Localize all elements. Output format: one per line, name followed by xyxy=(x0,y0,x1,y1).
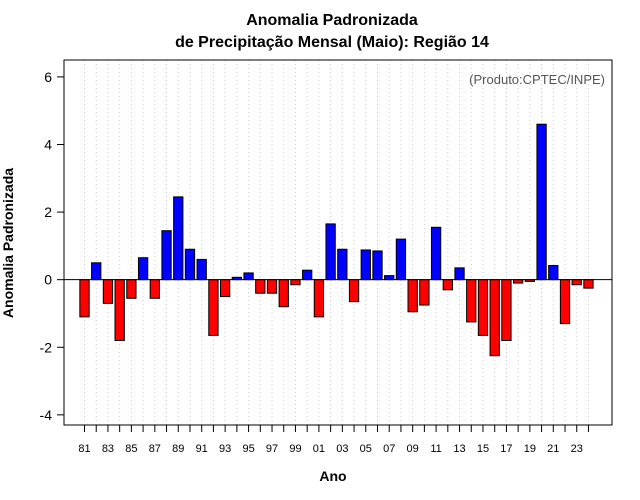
x-tick-label: 83 xyxy=(102,443,114,455)
bar-13 xyxy=(454,267,465,281)
x-axis: 81 83 85 87 89 91 93 95 97 99 01 03 05 07 09 11 13 15 17 19… xyxy=(78,425,589,455)
bar-24 xyxy=(583,279,594,289)
chart-title: Anomalia Padronizada xyxy=(246,12,418,29)
y-axis-label: Anomalia Padronizada xyxy=(0,168,16,318)
bar-00 xyxy=(302,269,313,281)
bar-90 xyxy=(184,248,196,281)
bar-04 xyxy=(348,279,360,303)
bar-98 xyxy=(278,279,289,308)
bar-03 xyxy=(337,248,348,281)
bar-05 xyxy=(360,249,371,281)
bar-84 xyxy=(114,279,125,342)
x-tick-label: 09 xyxy=(407,443,419,455)
bar-07 xyxy=(384,275,395,281)
x-tick-label: 13 xyxy=(453,443,465,455)
bar-91 xyxy=(196,258,207,281)
bar-12 xyxy=(442,279,453,291)
x-tick-label: 23 xyxy=(571,443,583,455)
bar-97 xyxy=(266,279,278,294)
bar-89 xyxy=(173,196,184,281)
y-tick-label: 4 xyxy=(44,136,52,152)
bar-83 xyxy=(102,279,114,304)
x-tick-label: 81 xyxy=(78,443,90,455)
bar-23 xyxy=(571,279,582,286)
bar-85 xyxy=(126,279,137,299)
grid-lines xyxy=(84,60,589,425)
bar-20 xyxy=(536,123,547,281)
x-tick-label: 15 xyxy=(477,443,489,455)
bar-93 xyxy=(219,279,231,298)
y-tick-label: 0 xyxy=(44,272,52,288)
x-tick-label: 85 xyxy=(125,443,137,455)
x-axis-label: Ano xyxy=(319,468,346,484)
bar-86 xyxy=(137,257,149,281)
bar-10 xyxy=(419,279,430,306)
x-tick-label: 01 xyxy=(313,443,325,455)
x-tick-label: 97 xyxy=(266,443,278,455)
x-tick-label: 87 xyxy=(149,443,161,455)
bars xyxy=(79,123,594,357)
bar-99 xyxy=(290,279,301,286)
x-tick-label: 93 xyxy=(219,443,231,455)
bar-88 xyxy=(161,230,172,281)
bar-17 xyxy=(501,279,512,342)
bar-16 xyxy=(489,279,500,357)
x-tick-label: 11 xyxy=(430,443,441,455)
bar-08 xyxy=(395,238,407,281)
plot-frame xyxy=(63,59,613,426)
bar-92 xyxy=(208,279,219,336)
x-tick-label: 99 xyxy=(289,443,301,455)
x-tick-label: 21 xyxy=(547,443,559,455)
bar-15 xyxy=(477,279,489,336)
x-tick-label: 05 xyxy=(360,443,372,455)
y-tick-label: -4 xyxy=(40,407,53,423)
bar-18 xyxy=(512,279,524,284)
bar-01 xyxy=(313,279,325,318)
chart-subtitle: de Precipitação Mensal (Maio): Região 14 xyxy=(175,34,489,51)
bar-81 xyxy=(79,279,90,318)
bar-82 xyxy=(91,262,102,281)
y-tick-label: 2 xyxy=(44,204,52,220)
bar-14 xyxy=(466,279,477,323)
y-tick-label: -2 xyxy=(40,339,53,355)
x-tick-label: 19 xyxy=(524,443,536,455)
bar-02 xyxy=(325,223,336,281)
x-tick-label: 91 xyxy=(196,443,208,455)
x-tick-label: 17 xyxy=(500,443,512,455)
bar-22 xyxy=(559,279,571,325)
bar-06 xyxy=(372,250,383,281)
x-tick-label: 89 xyxy=(172,443,184,455)
bar-95 xyxy=(243,272,254,281)
bar-11 xyxy=(430,226,442,281)
x-tick-label: 07 xyxy=(383,443,395,455)
x-tick-label: 95 xyxy=(242,443,254,455)
bar-21 xyxy=(548,264,559,281)
bar-87 xyxy=(149,279,160,299)
bar-96 xyxy=(255,279,266,294)
product-label: (Produto:CPTEC/INPE) xyxy=(469,72,605,87)
y-tick-label: 6 xyxy=(44,69,52,85)
x-tick-label: 03 xyxy=(336,443,348,455)
y-axis: -4 -2 0 2 4 6 xyxy=(40,69,64,423)
bar-09 xyxy=(407,279,418,313)
